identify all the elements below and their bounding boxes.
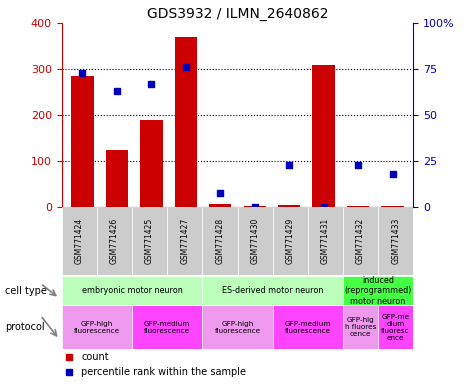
Text: cell type: cell type (5, 286, 47, 296)
Text: GSM771433: GSM771433 (391, 218, 400, 264)
Bar (209, 204, 231, 207)
Point (79, 70, 86, 76)
Bar (343, 276, 413, 305)
Title: GDS3932 / ILMN_2640862: GDS3932 / ILMN_2640862 (147, 7, 328, 21)
Text: percentile rank within the sample: percentile rank within the sample (81, 366, 246, 377)
Bar (238, 207, 273, 275)
Bar (97, 207, 132, 275)
Bar (378, 207, 413, 275)
Point (354, 162, 362, 168)
Bar (71, 76, 94, 207)
Text: GSM771431: GSM771431 (321, 218, 330, 264)
Bar (202, 276, 343, 305)
Text: count: count (81, 352, 109, 362)
Bar (62, 276, 202, 305)
Point (320, 204, 327, 210)
Point (285, 162, 293, 168)
Text: GFP-hig
h fluores
cence: GFP-hig h fluores cence (345, 317, 376, 338)
Text: GFP-medium
fluorescence: GFP-medium fluorescence (144, 321, 190, 334)
Bar (273, 305, 343, 349)
Point (65, 369, 73, 375)
Text: GSM771429: GSM771429 (286, 218, 294, 264)
Bar (106, 150, 128, 207)
Point (182, 64, 190, 70)
Text: GSM771426: GSM771426 (110, 218, 119, 264)
Bar (308, 207, 343, 275)
Text: GSM771425: GSM771425 (145, 218, 154, 264)
Text: GFP-medium
fluorescence: GFP-medium fluorescence (285, 321, 331, 334)
Point (217, 190, 224, 196)
Text: induced
(reprogrammed)
motor neuron: induced (reprogrammed) motor neuron (344, 276, 412, 306)
Point (113, 88, 121, 94)
Text: GSM771428: GSM771428 (216, 218, 224, 264)
Text: GSM771432: GSM771432 (356, 218, 365, 264)
Bar (62, 207, 97, 275)
Bar (132, 305, 202, 349)
Bar (278, 205, 300, 207)
Bar (140, 120, 162, 207)
Text: GFP-me
dium
fluoresc
ence: GFP-me dium fluoresc ence (381, 314, 410, 341)
Bar (202, 207, 238, 275)
Point (251, 204, 258, 210)
Text: GSM771430: GSM771430 (251, 218, 259, 264)
Bar (347, 206, 370, 207)
Text: GFP-high
fluorescence: GFP-high fluorescence (74, 321, 120, 334)
Text: GSM771427: GSM771427 (180, 218, 189, 264)
Text: protocol: protocol (5, 322, 44, 333)
Bar (132, 207, 167, 275)
Text: GFP-high
fluorescence: GFP-high fluorescence (214, 321, 261, 334)
Bar (167, 207, 202, 275)
Text: embryonic motor neuron: embryonic motor neuron (82, 286, 182, 295)
Text: ES-derived motor neuron: ES-derived motor neuron (222, 286, 323, 295)
Point (148, 81, 155, 87)
Bar (343, 207, 378, 275)
Bar (62, 305, 132, 349)
Bar (313, 65, 335, 207)
Point (389, 171, 396, 177)
Bar (202, 305, 273, 349)
Bar (343, 305, 378, 349)
Bar (175, 37, 197, 207)
Text: GSM771424: GSM771424 (75, 218, 84, 264)
Bar (378, 305, 413, 349)
Bar (273, 207, 308, 275)
Point (65, 354, 73, 360)
